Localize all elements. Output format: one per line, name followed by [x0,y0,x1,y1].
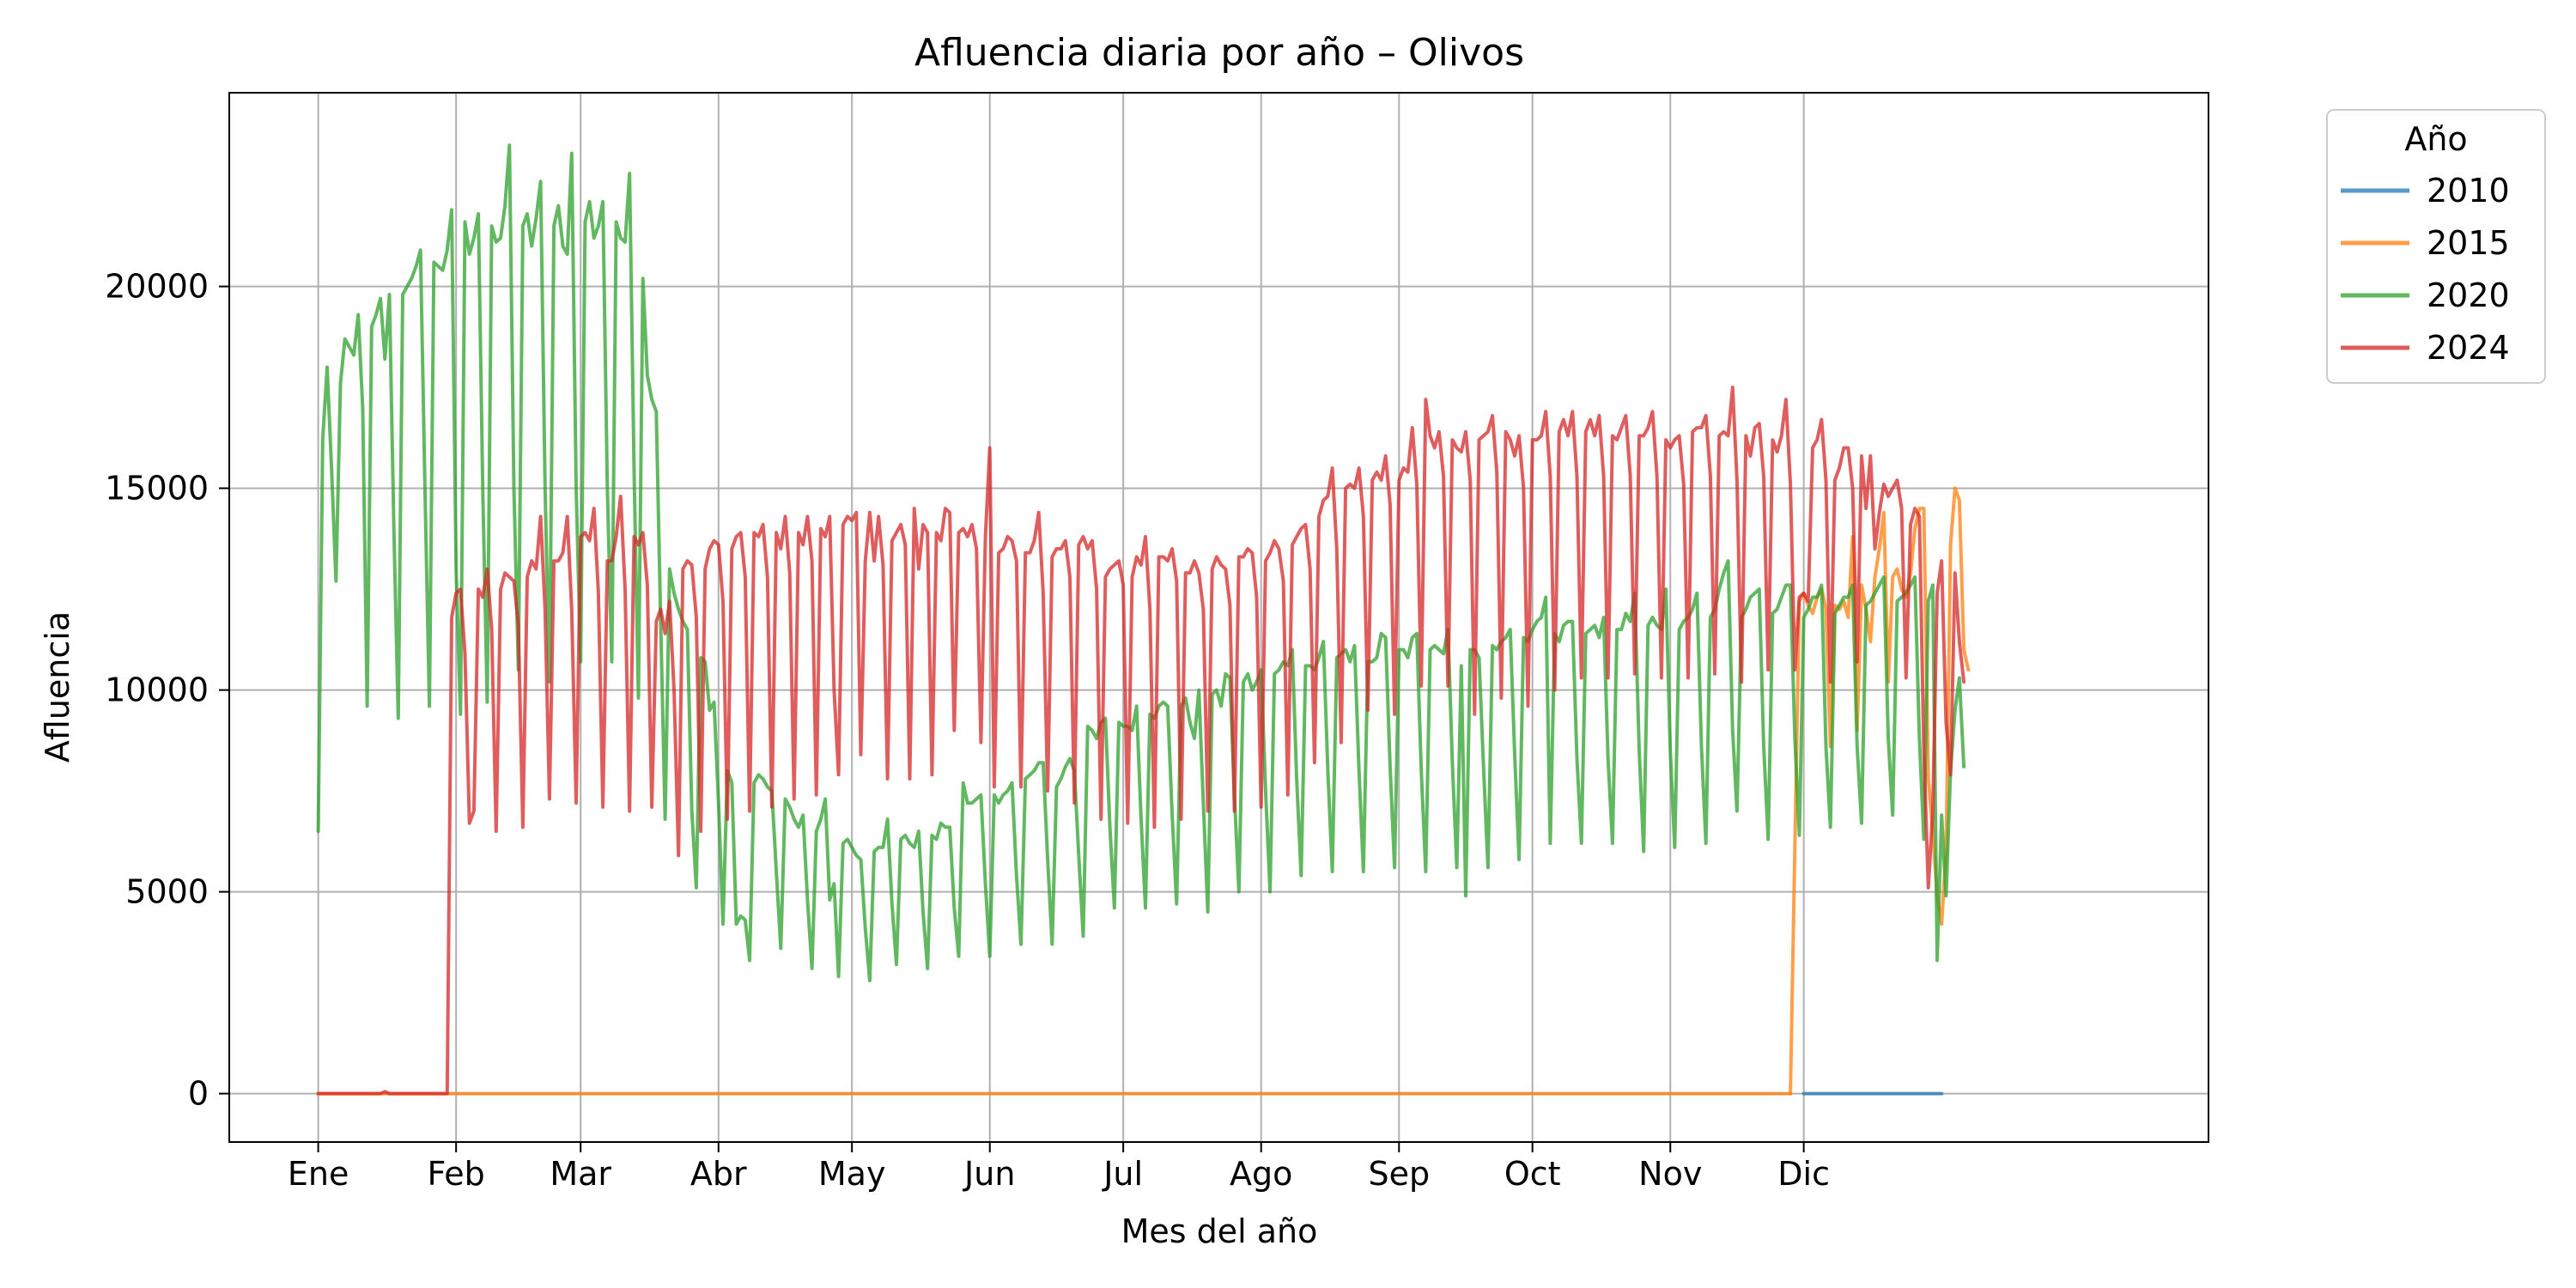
x-tick-label: Jul [1102,1155,1143,1193]
x-tick-label: Abr [690,1155,747,1193]
legend-box [2326,109,2546,384]
y-tick-label: 20000 [105,268,209,306]
x-tick-label: Oct [1504,1155,1561,1193]
legend-label-2015: 2015 [2427,224,2510,262]
y-axis-label: Afluencia [39,611,76,762]
plot-frame [228,92,2209,1143]
y-tick-label: 10000 [105,671,209,709]
x-axis-label: Mes del año [1121,1212,1318,1250]
legend-label-2024: 2024 [2427,329,2510,367]
legend-items: 2010 2015 2020 2024 [2341,172,2510,367]
x-tick-label: Sep [1368,1155,1430,1193]
legend-label-2020: 2020 [2427,276,2510,314]
series-lines [316,143,1971,1096]
legend-title: Año [2404,120,2467,158]
y-tick-label: 0 [188,1075,209,1113]
legend: Año 2010 2015 2020 2024 [2326,109,2546,384]
y-tick-label: 5000 [125,873,209,911]
x-tick-label: Mar [550,1155,611,1193]
x-tick-label: Jun [963,1155,1015,1193]
chart-title: Afluencia diaria por año – Olivos [914,31,1524,75]
x-tick-label: Feb [428,1155,485,1193]
series-line [316,386,1966,1096]
series-2024 [316,386,1966,1096]
x-tick-label: Dic [1777,1155,1830,1193]
x-tick-label: Nov [1638,1155,1702,1193]
legend-label-2010: 2010 [2427,172,2510,210]
x-tick-label: Ago [1230,1155,1292,1193]
y-tick-label: 15000 [105,470,209,507]
y-axis: 0 5000 10000 15000 20000 [105,268,229,1113]
x-tick-label: May [818,1155,886,1193]
x-tick-label: Ene [288,1155,349,1193]
x-axis: Ene Feb Mar Abr May Jun Jul Ago Sep Oct Nov Dic [288,1142,1830,1193]
grid [229,93,2208,1142]
